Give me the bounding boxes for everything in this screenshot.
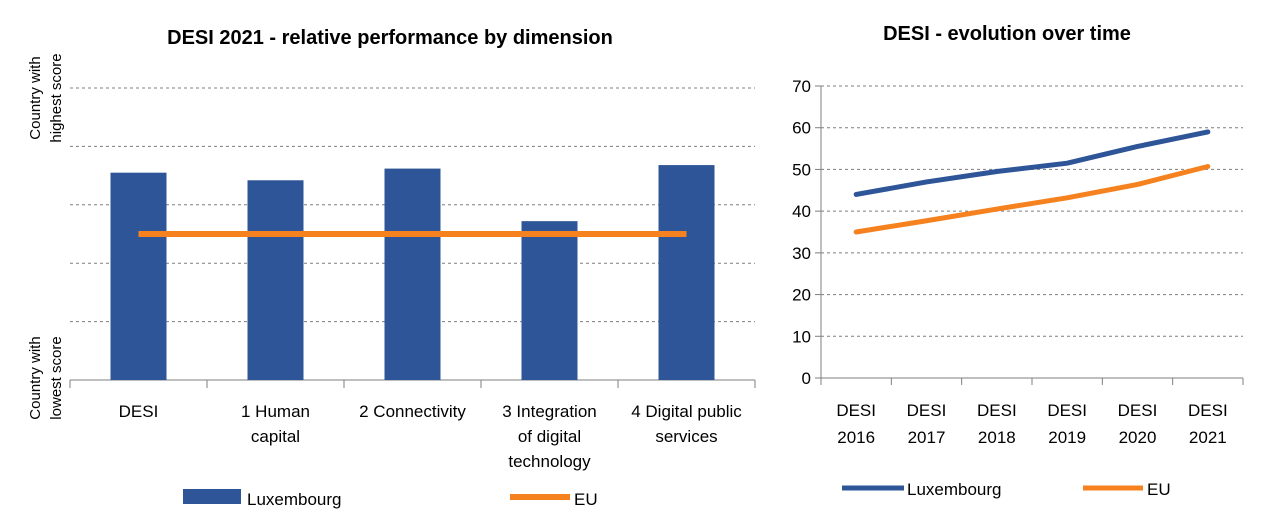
x-tick-label: DESI bbox=[119, 402, 159, 421]
x-tick-label: 1 Human capital bbox=[241, 402, 310, 446]
legend-label-eu: EU bbox=[1147, 480, 1171, 499]
bar-luxembourg bbox=[658, 165, 715, 380]
y-tick-label: 10 bbox=[792, 327, 811, 346]
x-tick-label: 4 Digital public services bbox=[631, 402, 742, 446]
x-tick-label: 2 Connectivity bbox=[359, 402, 466, 421]
legend-swatch-luxembourg bbox=[183, 489, 241, 504]
x-tick-label: DESI 2017 bbox=[907, 401, 947, 447]
eu-series-line bbox=[853, 164, 1211, 235]
legend-label-luxembourg: Luxembourg bbox=[247, 490, 342, 509]
evolution-over-time-chart: DESI - evolution over time 0 10 20 30 40 50 60 7… bbox=[792, 23, 1244, 499]
y-tick-label: 0 bbox=[802, 369, 811, 388]
x-tick-label: DESI 2021 bbox=[1188, 401, 1228, 447]
bar-luxembourg bbox=[110, 172, 167, 380]
y-tick-label: 60 bbox=[792, 119, 811, 138]
bar-luxembourg bbox=[521, 221, 578, 380]
legend-label-luxembourg: Luxembourg bbox=[907, 480, 1002, 499]
bar-luxembourg bbox=[384, 168, 441, 380]
y-tick-label: 50 bbox=[792, 160, 811, 179]
x-tick-label: DESI 2018 bbox=[977, 401, 1017, 447]
legend-label-eu: EU bbox=[574, 490, 598, 509]
chart-title: DESI - evolution over time bbox=[883, 23, 1131, 45]
x-tick-label: 3 Integration of digital technology bbox=[502, 402, 597, 471]
chart-title: DESI 2021 - relative performance by dime… bbox=[167, 27, 613, 49]
y-axis-label-top: Country with highest score bbox=[27, 53, 65, 142]
y-tick-label: 30 bbox=[792, 244, 811, 263]
y-tick-label: 40 bbox=[792, 202, 811, 221]
x-tick-label: DESI 2016 bbox=[836, 401, 876, 447]
y-tick-label: 20 bbox=[792, 286, 811, 305]
y-tick-label: 70 bbox=[792, 77, 811, 96]
y-axis-label-bottom: Country with lowest score bbox=[27, 336, 65, 419]
x-tick-label: DESI 2020 bbox=[1118, 401, 1158, 447]
bar-luxembourg bbox=[247, 180, 304, 380]
relative-performance-chart: DESI 2021 - relative performance by dime… bbox=[27, 27, 756, 509]
x-tick-label: DESI 2019 bbox=[1047, 401, 1087, 447]
luxembourg-series-line bbox=[853, 129, 1211, 197]
